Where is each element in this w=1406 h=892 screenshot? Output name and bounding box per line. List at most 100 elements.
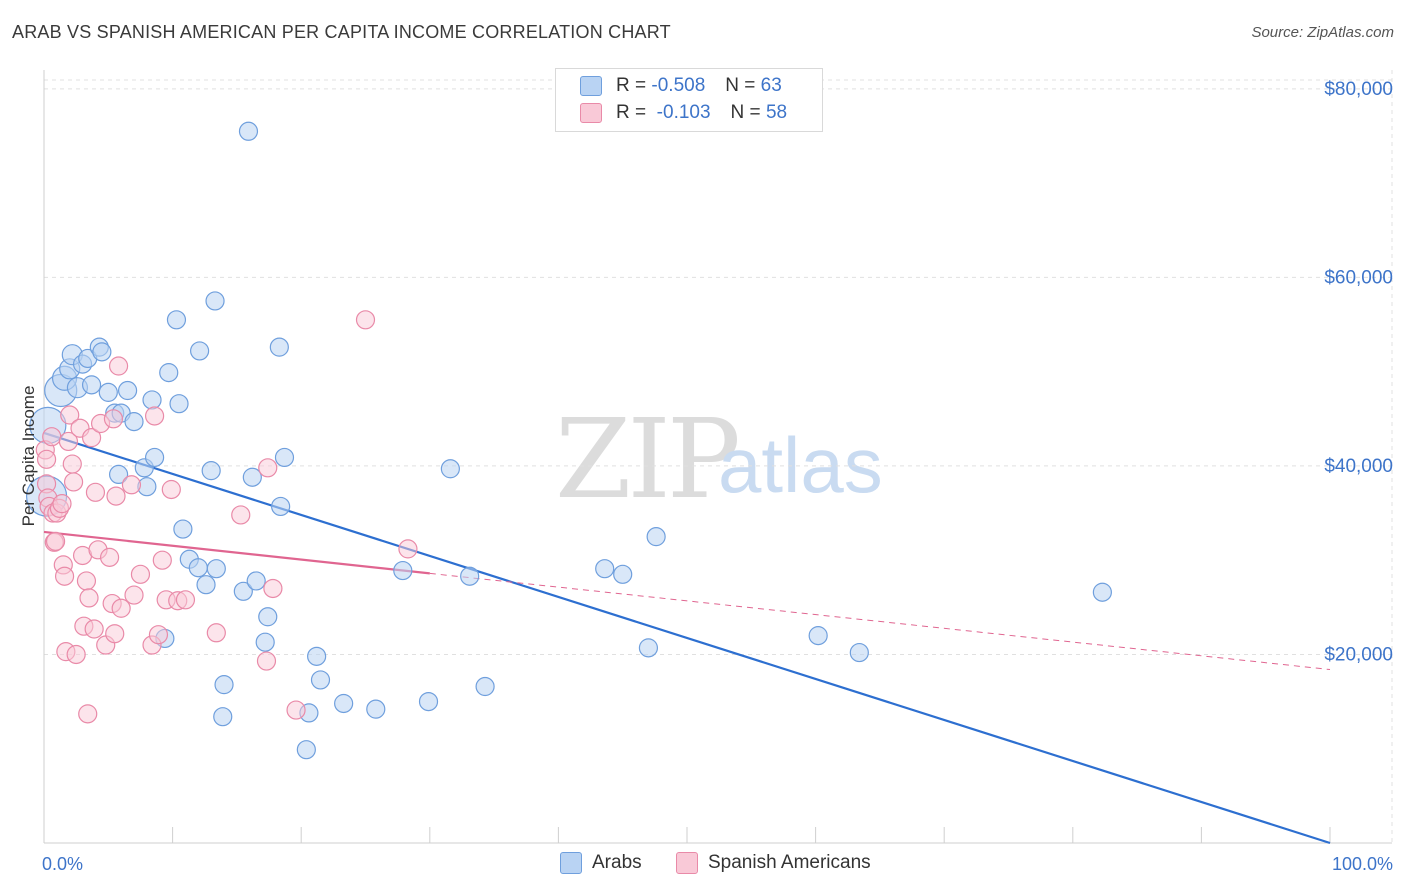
arab-point <box>190 341 210 361</box>
arab-point <box>271 496 291 517</box>
arab-point <box>201 461 221 481</box>
spanish-american-point <box>79 588 99 608</box>
legend-n-value-arabs: 63 <box>760 75 782 96</box>
y-tick-label: $20,000 <box>1324 644 1393 665</box>
legend-label-spanish: Spanish Americans <box>708 852 871 873</box>
spanish-american-point <box>263 578 283 599</box>
spanish-trend-line <box>43 530 430 575</box>
arab-point <box>206 559 226 579</box>
spanish-american-point <box>130 564 151 584</box>
legend-r-label: R = <box>616 102 647 123</box>
source-label: Source: ZipAtlas.com <box>1251 24 1394 41</box>
arab-swatch <box>580 76 602 96</box>
spanish-american-point <box>62 454 82 474</box>
spanish-american-point <box>398 539 418 559</box>
arab-point <box>81 375 102 395</box>
spanish-american-point <box>152 550 172 570</box>
axes <box>43 70 1392 844</box>
arab-point <box>638 638 659 658</box>
arab-point <box>274 447 295 468</box>
arab-point <box>595 559 615 579</box>
y-tick-label: $40,000 <box>1324 456 1393 477</box>
arab-point <box>460 566 480 586</box>
series-legend: Arabs Spanish Americans <box>0 852 1406 876</box>
spanish-american-point <box>58 431 79 452</box>
spanish-american-point <box>36 449 57 469</box>
spanish-american-point <box>76 571 97 591</box>
arab-point <box>393 560 413 581</box>
legend-n-value-spanish: 58 <box>765 102 788 123</box>
arab-trend-line <box>43 431 1331 845</box>
legend-label-arabs: Arabs <box>592 852 642 873</box>
arab-point <box>205 291 225 311</box>
legend-item-spanish[interactable]: Spanish Americans <box>676 852 871 874</box>
grid-lines <box>44 70 1393 843</box>
x-tick-label: 100.0% <box>1332 854 1393 874</box>
spanish-american-points <box>35 310 418 724</box>
legend-n-label: N = <box>730 102 761 123</box>
correlation-legend: R = -0.508 N = 63 R = -0.103 N = 58 <box>555 68 823 132</box>
spanish-american-point <box>256 651 277 671</box>
spanish-american-point <box>105 624 125 644</box>
arab-point <box>849 642 869 663</box>
legend-row-arabs: R = -0.508 N = 63 <box>580 73 782 99</box>
legend-n-label: N = <box>725 75 756 96</box>
spanish-american-point <box>121 475 142 495</box>
arab-point <box>98 382 118 402</box>
spanish-swatch <box>676 852 698 874</box>
y-tick-label: $80,000 <box>1324 79 1393 100</box>
arab-point <box>169 394 189 414</box>
arab-point <box>124 412 144 432</box>
spanish-american-point <box>108 356 129 376</box>
spanish-trend-extension <box>429 572 1331 671</box>
legend-row-spanish: R = -0.103 N = 58 <box>580 100 787 126</box>
arab-point <box>418 691 439 712</box>
arab-point <box>646 527 666 547</box>
arab-point <box>108 464 129 485</box>
legend-r-label: R = <box>616 75 647 96</box>
spanish-american-point <box>175 590 196 610</box>
arab-point <box>242 467 262 487</box>
spanish-american-point <box>144 406 165 426</box>
arab-point <box>142 390 162 410</box>
arab-point <box>196 575 216 595</box>
spanish-swatch <box>580 103 602 123</box>
arab-swatch <box>560 852 582 874</box>
spanish-american-point <box>161 479 181 500</box>
arab-point <box>307 646 327 666</box>
arab-points <box>25 121 1112 760</box>
trend-lines <box>43 431 1331 845</box>
spanish-american-point <box>84 619 104 639</box>
spanish-american-point <box>148 625 169 645</box>
spanish-american-point <box>206 623 226 643</box>
arab-point <box>269 337 289 357</box>
legend-r-value-arabs: -0.508 <box>651 75 706 96</box>
arab-point <box>144 447 165 468</box>
arab-point <box>213 707 233 727</box>
arab-point <box>475 676 495 697</box>
watermark-zip: ZIP <box>555 395 741 523</box>
legend-item-arabs[interactable]: Arabs <box>560 852 642 874</box>
arab-point <box>246 571 266 591</box>
tick-labels: $20,000 $40,000 $60,000 $80,000 0.0% 100.0% <box>42 79 1393 874</box>
arab-point <box>159 363 179 383</box>
spanish-american-point <box>103 409 124 429</box>
arab-point <box>296 740 316 760</box>
arab-point <box>166 310 187 330</box>
chart-title: ARAB VS SPANISH AMERICAN PER CAPITA INCO… <box>12 22 671 42</box>
spanish-american-point <box>52 494 72 514</box>
arab-point <box>366 699 386 719</box>
spanish-american-point <box>99 547 120 567</box>
spanish-american-point <box>231 505 251 525</box>
spanish-american-point <box>45 531 66 551</box>
arab-point <box>334 693 354 714</box>
arab-point <box>258 607 278 627</box>
arab-point <box>173 519 193 539</box>
spanish-american-point <box>124 585 144 605</box>
watermark-atlas: atlas <box>718 421 883 509</box>
spanish-american-point <box>60 405 80 425</box>
y-tick-label: $60,000 <box>1324 267 1393 288</box>
arab-point <box>238 121 259 141</box>
spanish-american-point <box>63 472 84 492</box>
